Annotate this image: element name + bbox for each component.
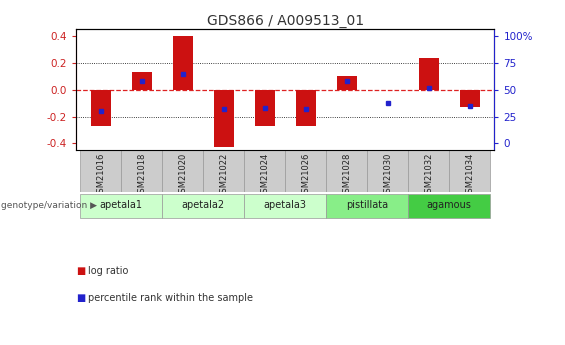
Text: GSM21016: GSM21016 <box>97 152 105 198</box>
Bar <box>419 58 439 90</box>
Text: genotype/variation ▶: genotype/variation ▶ <box>1 201 97 210</box>
Text: apetala1: apetala1 <box>100 200 143 210</box>
Bar <box>172 36 193 90</box>
Bar <box>162 194 244 218</box>
Bar <box>408 194 490 218</box>
Bar <box>244 194 327 218</box>
Bar <box>90 90 111 126</box>
Text: GSM21032: GSM21032 <box>424 152 433 198</box>
Bar <box>327 150 367 193</box>
Text: agamous: agamous <box>427 200 472 210</box>
Bar <box>408 150 449 193</box>
Bar <box>255 90 275 126</box>
Bar <box>162 150 203 193</box>
Bar <box>80 150 121 193</box>
Text: GSM21020: GSM21020 <box>179 152 188 198</box>
Bar <box>244 150 285 193</box>
Text: pistillata: pistillata <box>346 200 388 210</box>
Bar <box>285 150 327 193</box>
Bar <box>80 194 162 218</box>
Text: GSM21034: GSM21034 <box>466 152 474 198</box>
Text: log ratio: log ratio <box>88 266 128 276</box>
Bar <box>459 90 480 107</box>
Text: percentile rank within the sample: percentile rank within the sample <box>88 294 253 303</box>
Bar <box>295 90 316 126</box>
Text: ■: ■ <box>76 266 85 276</box>
Bar <box>203 150 244 193</box>
Bar <box>214 90 234 148</box>
Text: GSM21030: GSM21030 <box>383 152 392 198</box>
Bar <box>367 150 408 193</box>
Text: GSM21028: GSM21028 <box>342 152 351 198</box>
Bar <box>449 150 490 193</box>
Title: GDS866 / A009513_01: GDS866 / A009513_01 <box>207 14 364 28</box>
Text: GSM21026: GSM21026 <box>301 152 310 198</box>
Bar <box>327 194 408 218</box>
Text: apetala3: apetala3 <box>264 200 307 210</box>
Text: ■: ■ <box>76 294 85 303</box>
Text: GSM21018: GSM21018 <box>137 152 146 198</box>
Text: GSM21022: GSM21022 <box>219 152 228 198</box>
Bar <box>132 72 152 90</box>
Text: GSM21024: GSM21024 <box>260 152 270 198</box>
Text: apetala2: apetala2 <box>182 200 225 210</box>
Bar <box>337 76 357 90</box>
Bar <box>121 150 162 193</box>
